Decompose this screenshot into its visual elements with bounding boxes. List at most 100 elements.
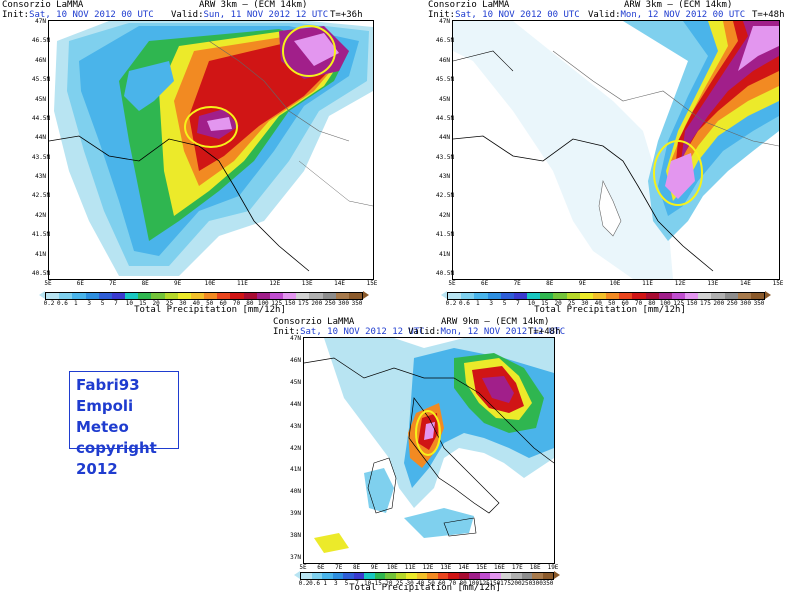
colorbar-swatch bbox=[658, 293, 672, 299]
colorbar-swatch bbox=[566, 293, 580, 299]
panel-3-lon-tick: 11E bbox=[404, 564, 416, 571]
stamp-line-3: 2012 bbox=[76, 460, 118, 478]
colorbar-swatch bbox=[138, 293, 152, 299]
panel-3-org: Consorzio LaMMA bbox=[273, 317, 355, 327]
panel-2-lon-tick: 7E bbox=[513, 280, 521, 287]
panel-1-valid-value: Sun, 11 NOV 2012 12 UTC bbox=[203, 10, 329, 20]
panel-2-colorbar-label: 15 bbox=[541, 300, 549, 307]
panel-3-init-value: Sat, 10 NOV 2012 12 UTC bbox=[300, 327, 425, 337]
panel-3-lon-tick: 19E bbox=[547, 564, 559, 571]
panel-1-lon-tick: 14E bbox=[334, 280, 346, 287]
panel-3-lon-tick: 12E bbox=[422, 564, 434, 571]
panel-3-colorbar-label: 0.2 bbox=[298, 580, 310, 587]
panel-1-colorbar-label: 15 bbox=[139, 300, 147, 307]
panel-2-colorbar-title: Total Precipitation [mm/12h] bbox=[534, 305, 686, 315]
colorbar-swatch bbox=[427, 573, 438, 579]
panel-2-init-value: Sat, 10 NOV 2012 00 UTC bbox=[455, 10, 580, 20]
panel-2-colorbar-label: 0.6 bbox=[458, 300, 470, 307]
colorbar-swatch bbox=[85, 293, 99, 299]
panel-1-colorbar-label: 175 bbox=[298, 300, 309, 307]
panel-3-lon-tick: 7E bbox=[335, 564, 343, 571]
panel-3-colorbar-label: 1 bbox=[323, 580, 328, 587]
panel-2-lat-tick: 46N bbox=[439, 56, 450, 64]
colorbar-swatch bbox=[500, 573, 511, 579]
panel-3-lat-tick: 41N bbox=[290, 466, 301, 474]
panel-2-init-label: Init: bbox=[428, 10, 456, 20]
colorbar-swatch bbox=[322, 293, 336, 299]
panel-2-colorbar-label: 100 bbox=[659, 300, 671, 307]
panel-3-colorbar-label: 175 bbox=[500, 580, 511, 587]
panel-2-lat-tick: 45.5N bbox=[436, 76, 455, 84]
panel-1-lat-tick: 46.5N bbox=[32, 37, 51, 45]
colorbar-swatch bbox=[474, 293, 488, 299]
panel-1-lat-tick: 45N bbox=[35, 95, 46, 103]
colorbar-swatch bbox=[309, 293, 323, 299]
colorbar-swatch bbox=[469, 573, 480, 579]
panel-1-colorbar-label: 0.6 bbox=[56, 300, 68, 307]
panel-1-valid: Valid:Sun, 11 NOV 2012 12 UTC bbox=[171, 10, 328, 20]
panel-1-lat-tick: 43.5N bbox=[32, 153, 51, 161]
colorbar-swatch bbox=[532, 573, 543, 579]
panel-3-lon-tick: 16E bbox=[494, 564, 505, 571]
panel-1-lat-tick: 43N bbox=[35, 173, 46, 181]
colorbar-swatch bbox=[190, 293, 205, 299]
panel-3-colorbar-title: Total Precipitation [mm/12h] bbox=[349, 583, 501, 593]
colorbar-swatch bbox=[335, 293, 349, 299]
panel-2-colorbar-label: 350 bbox=[753, 300, 765, 307]
colorbar-swatch bbox=[698, 293, 712, 299]
colorbar-swatch bbox=[540, 293, 554, 299]
panel-2-colorbar-label: 20 bbox=[554, 300, 562, 307]
panel-1-init-label: Init: bbox=[2, 10, 30, 20]
panel-3-lat-tick: 39N bbox=[290, 510, 301, 518]
panel-2-colorbar-label: 0.2 bbox=[445, 300, 457, 307]
panel-2-colorbar-label: 200 bbox=[713, 300, 725, 307]
panel-3-colorbar-label: 10 bbox=[364, 580, 372, 587]
panel-3-step: T=+48h bbox=[528, 327, 561, 337]
panel-2-colorbar-label: 125 bbox=[673, 300, 685, 307]
panel-3-colorbar-label: 20 bbox=[385, 580, 393, 587]
colorbar-swatch bbox=[353, 573, 364, 579]
panel-1-lon-tick: 13E bbox=[301, 280, 313, 287]
colorbar-swatch bbox=[448, 293, 462, 299]
panel-3-lat-tick: 47N bbox=[290, 335, 301, 342]
colorbar-swatch bbox=[301, 573, 312, 579]
panel-1-lon-tick: 11E bbox=[236, 280, 248, 287]
panel-3-colorbar bbox=[300, 572, 554, 580]
colorbar-swatch bbox=[322, 573, 333, 579]
colorbar-swatch bbox=[487, 293, 501, 299]
colorbar-swatch bbox=[632, 293, 646, 299]
panel-3-lat-tick: 38N bbox=[290, 532, 301, 540]
panel-2-lat-tick: 42.5N bbox=[436, 192, 455, 200]
colorbar-swatch bbox=[711, 293, 725, 299]
panel-2-valid: Valid:Mon, 12 NOV 2012 00 UTC bbox=[588, 10, 745, 20]
panel-3-colorbar-label: 70 bbox=[448, 580, 457, 587]
panel-1-colorbar-label: 350 bbox=[351, 300, 363, 307]
panel-1-colorbar-label: 40 bbox=[192, 300, 200, 307]
panel-3-lon-tick: 17E bbox=[511, 564, 523, 571]
panel-2-lon-tick: 9E bbox=[578, 280, 586, 287]
panel-3-colorbar-label: 200 bbox=[510, 580, 522, 587]
panel-2-lat-tick: 41.5N bbox=[436, 231, 455, 239]
colorbar-swatch bbox=[332, 573, 343, 579]
panel-3-model: ARW 9km — (ECM 14km) bbox=[441, 317, 550, 327]
panel-2-lon-tick: 13E bbox=[707, 280, 719, 287]
colorbar-swatch bbox=[458, 573, 469, 579]
precip-field-3 bbox=[304, 338, 554, 553]
colorbar-swatch bbox=[416, 573, 427, 579]
panel-2-valid-label: Valid: bbox=[588, 10, 621, 20]
panel-2-colorbar-label: 30 bbox=[581, 300, 589, 307]
panel-1-lat-tick: 44.5N bbox=[32, 114, 51, 122]
panel-2-lon-tick: 11E bbox=[642, 280, 654, 287]
panel-2-lat-tick: 43.5N bbox=[436, 153, 455, 161]
panel-3-colorbar-label: 350 bbox=[542, 580, 554, 587]
panel-3-colorbar-label: 60 bbox=[438, 580, 446, 587]
colorbar-swatch bbox=[395, 573, 406, 579]
copyright-stamp: Fabri93 Empoli Meteo copyright 2012 bbox=[69, 371, 179, 478]
panel-1-colorbar-label: 150 bbox=[284, 300, 296, 307]
panel-1-colorbar-label: 300 bbox=[338, 300, 350, 307]
panel-1-lon-tick: 6E bbox=[76, 280, 84, 287]
panel-3-colorbar-label: 30 bbox=[406, 580, 414, 587]
colorbar-swatch bbox=[283, 293, 297, 299]
colorbar-swatch bbox=[230, 293, 244, 299]
panel-3-colorbar-max-arrow bbox=[554, 571, 560, 579]
